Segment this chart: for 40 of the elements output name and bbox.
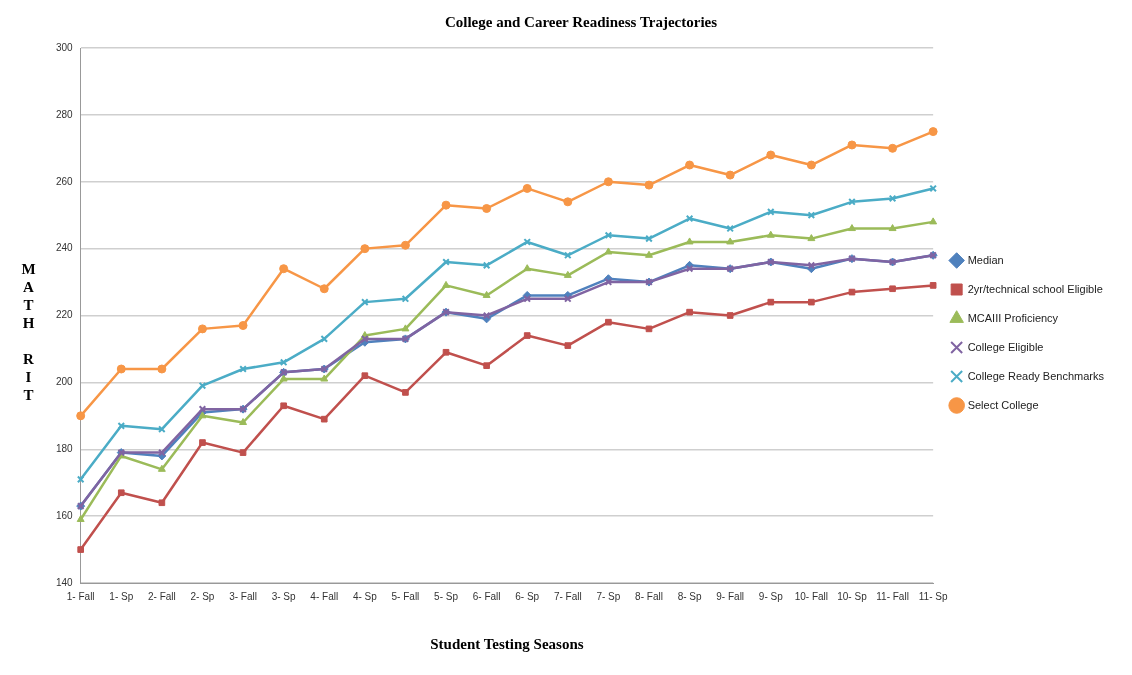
y-tick-label: 180 xyxy=(56,443,74,454)
y-tick-label: 300 xyxy=(56,41,74,53)
x-tick-label: 4- Fall xyxy=(310,590,339,602)
legend-label: MCAIII Proficiency xyxy=(967,311,1059,324)
x-tick-label: 6- Fall xyxy=(472,590,501,602)
y-tick-label: 280 xyxy=(56,108,74,120)
x-tick-label: 7- Fall xyxy=(553,590,582,602)
x-tick-label: 3- Fall xyxy=(229,590,257,602)
y-tick-label: 240 xyxy=(56,242,74,254)
x-tick-label: 10- Sp xyxy=(837,590,868,602)
x-tick-label: 1- Sp xyxy=(109,590,134,602)
legend-label: Median xyxy=(967,253,1004,266)
x-tick-label: 11- Fall xyxy=(876,590,909,602)
y-tick-label: 140 xyxy=(56,576,74,588)
x-axis-title: Student Testing Seasons xyxy=(430,635,584,652)
legend-label: Select College xyxy=(967,398,1039,411)
legend-label: College Ready Benchmarks xyxy=(967,369,1105,382)
x-tick-label: 10- Fall xyxy=(794,590,829,602)
y-tick-label: 200 xyxy=(56,376,74,388)
legend-label: College Eligible xyxy=(967,340,1044,353)
y-tick-label: 260 xyxy=(56,175,74,187)
x-tick-label: 11- Sp xyxy=(918,590,948,602)
x-tick-label: 8- Sp xyxy=(677,590,702,602)
x-tick-label: 2- Fall xyxy=(147,590,176,602)
x-tick-label: 5- Fall xyxy=(391,590,420,602)
x-tick-label: 8- Fall xyxy=(635,590,663,602)
x-tick-label: 2- Sp xyxy=(190,590,215,602)
x-tick-label: 4- Sp xyxy=(352,590,378,602)
y-tick-label: 160 xyxy=(56,509,74,521)
x-tick-label: 7- Sp xyxy=(596,590,621,602)
x-tick-label: 9- Fall xyxy=(716,590,745,602)
y-axis-title: MATH RIT xyxy=(19,261,37,405)
x-tick-label: 1- Fall xyxy=(66,590,95,602)
legend-label: 2yr/technical school Eligible xyxy=(967,282,1103,295)
x-tick-label: 3- Sp xyxy=(271,590,297,602)
chart-title: College and Career Readiness Trajectories xyxy=(444,13,718,30)
x-tick-label: 5- Sp xyxy=(434,590,459,602)
y-tick-label: 220 xyxy=(56,309,74,321)
x-tick-label: 6- Sp xyxy=(515,590,540,602)
x-tick-label: 9- Sp xyxy=(758,590,784,602)
